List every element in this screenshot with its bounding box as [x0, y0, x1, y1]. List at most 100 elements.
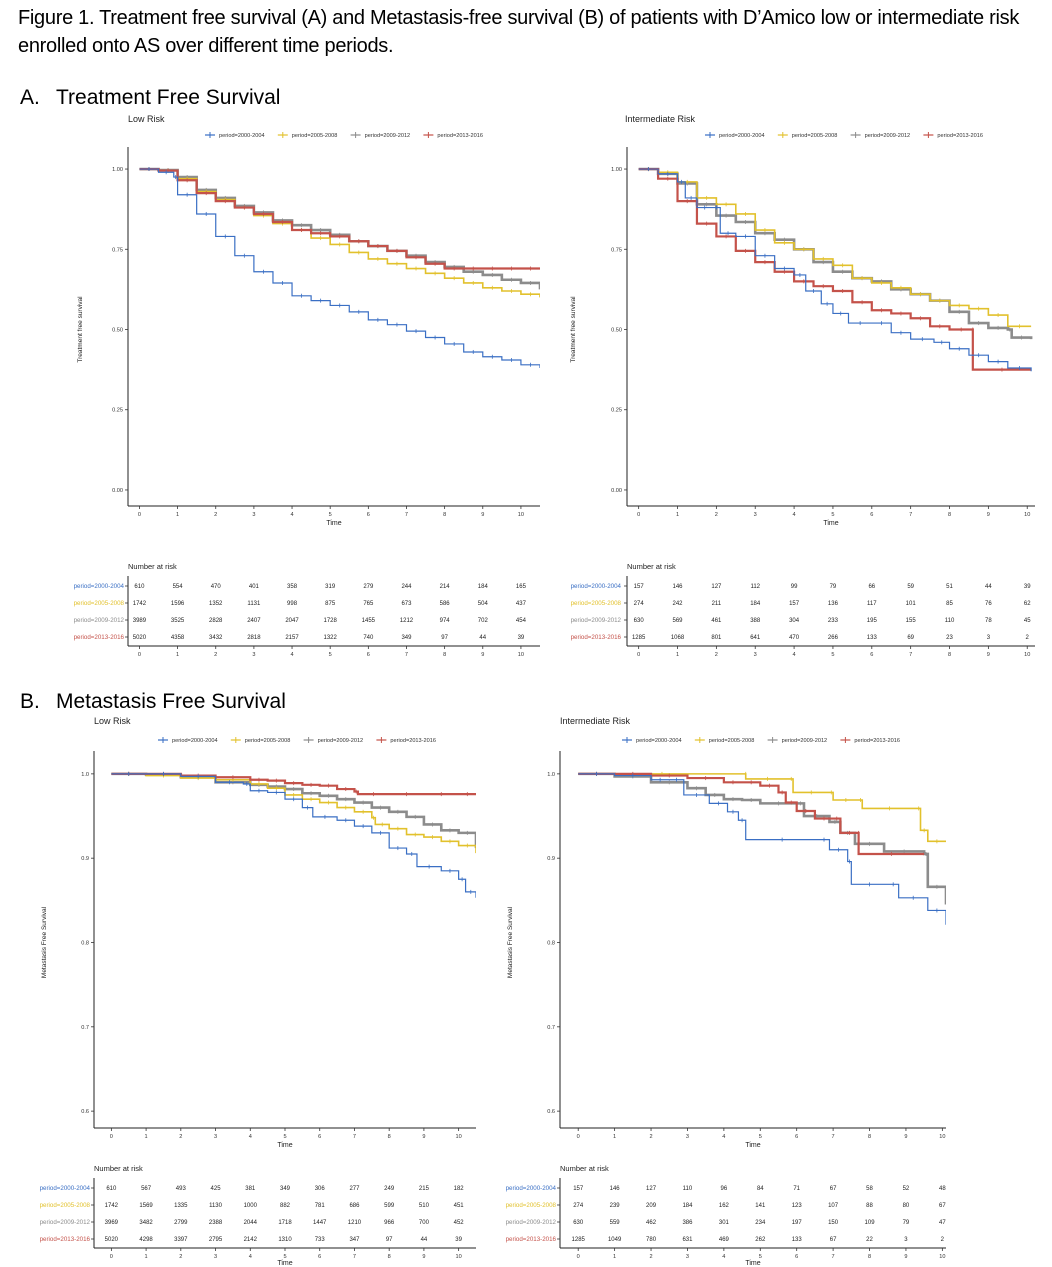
risk-cell: 67: [830, 1237, 837, 1243]
risk-cell: 1335: [174, 1203, 188, 1209]
risk-cell: 233: [828, 618, 839, 624]
risk-cell: 214: [440, 584, 451, 590]
risk-cell: 425: [211, 1186, 222, 1192]
legend-item: period=2000-2004: [158, 737, 218, 744]
risk-x-tick-label: 8: [868, 1254, 871, 1260]
risk-cell: 58: [866, 1186, 873, 1192]
y-tick-label: 0.7: [547, 1025, 555, 1031]
y-tick-label: 0.7: [81, 1025, 89, 1031]
risk-x-tick-label: 6: [318, 1254, 321, 1260]
risk-row-label: period=2013-2016: [40, 1236, 91, 1243]
risk-cell: 197: [792, 1220, 803, 1226]
y-tick-label: 0.6: [81, 1109, 89, 1115]
risk-cell: 702: [478, 618, 489, 624]
risk-cell: 99: [791, 584, 798, 590]
risk-x-tick-label: 5: [759, 1254, 762, 1260]
legend-label: period=2005-2008: [292, 133, 338, 139]
risk-cell: 277: [349, 1186, 360, 1192]
risk-cell: 2828: [209, 618, 223, 624]
risk-cell: 3969: [105, 1220, 119, 1226]
risk-cell: 461: [711, 618, 722, 624]
risk-x-tick-label: 2: [715, 652, 718, 658]
risk-cell: 2: [941, 1237, 945, 1243]
risk-x-axis-title: Time: [277, 1260, 292, 1267]
risk-cell: 1569: [139, 1203, 153, 1209]
risk-cell: 1310: [278, 1237, 292, 1243]
risk-cell: 3482: [139, 1220, 153, 1226]
legend-label: period=2005-2008: [792, 133, 838, 139]
risk-cell: 127: [711, 584, 722, 590]
risk-cell: 44: [985, 584, 992, 590]
panel-title: Intermediate Risk: [625, 114, 696, 124]
survival-curve: [578, 773, 946, 925]
risk-x-tick-label: 7: [832, 1254, 835, 1260]
risk-x-tick-label: 6: [870, 652, 873, 658]
x-tick-label: 10: [939, 1134, 945, 1140]
risk-cell: 157: [573, 1186, 584, 1192]
x-tick-label: 6: [870, 512, 873, 518]
y-tick-label: 1.00: [112, 167, 123, 173]
risk-cell: 451: [454, 1203, 465, 1209]
risk-cell: 1352: [209, 601, 223, 607]
risk-x-tick-label: 8: [948, 652, 951, 658]
x-tick-label: 9: [987, 512, 990, 518]
risk-cell: 67: [830, 1186, 837, 1192]
y-axis-title: Treatment free survival: [570, 296, 577, 363]
risk-cell: 1130: [209, 1203, 223, 1209]
risk-x-tick-label: 4: [249, 1254, 252, 1260]
risk-cell: 5020: [105, 1237, 119, 1243]
risk-x-tick-label: 3: [754, 652, 757, 658]
risk-cell: 274: [573, 1203, 584, 1209]
legend-label: period=2013-2016: [937, 133, 983, 139]
risk-cell: 801: [711, 635, 722, 641]
risk-cell: 1728: [324, 618, 338, 624]
risk-cell: 1049: [608, 1237, 622, 1243]
risk-cell: 184: [750, 601, 761, 607]
x-tick-label: 3: [686, 1134, 689, 1140]
risk-cell: 3397: [174, 1237, 188, 1243]
legend-item: period=2005-2008: [694, 737, 754, 744]
x-tick-label: 6: [367, 512, 370, 518]
legend-item: period=2005-2008: [277, 132, 338, 139]
risk-cell: 700: [419, 1220, 430, 1226]
x-tick-label: 2: [649, 1134, 652, 1140]
legend-item: period=2009-2012: [303, 737, 363, 744]
risk-x-tick-label: 1: [676, 652, 679, 658]
risk-cell: 4358: [171, 635, 185, 641]
risk-cell: 740: [363, 635, 374, 641]
risk-cell: 504: [478, 601, 489, 607]
risk-x-tick-label: 0: [110, 1254, 113, 1260]
risk-cell: 781: [315, 1203, 326, 1209]
x-tick-label: 9: [481, 512, 484, 518]
x-tick-label: 0: [577, 1134, 580, 1140]
risk-cell: 3989: [133, 618, 147, 624]
survival-curve: [578, 772, 925, 856]
y-tick-label: 1.0: [547, 772, 555, 778]
risk-cell: 110: [945, 618, 955, 624]
risk-cell: 136: [828, 601, 839, 607]
km-panel-b-intermediate-risk: Intermediate Risk period=2000-2004 period=…: [506, 716, 947, 1267]
risk-x-tick-label: 1: [176, 652, 179, 658]
risk-cell: 2047: [285, 618, 299, 624]
risk-cell: 2388: [209, 1220, 223, 1226]
risk-x-tick-label: 5: [283, 1254, 286, 1260]
y-tick-label: 0.50: [112, 328, 123, 334]
risk-x-tick-label: 7: [909, 652, 912, 658]
risk-cell: 1455: [362, 618, 376, 624]
risk-cell: 69: [907, 635, 914, 641]
risk-row-label: period=2005-2008: [571, 600, 622, 607]
risk-cell: 123: [792, 1203, 803, 1209]
y-tick-label: 0.25: [112, 408, 123, 414]
risk-cell: 630: [573, 1220, 584, 1226]
risk-x-tick-label: 2: [179, 1254, 182, 1260]
risk-x-tick-label: 7: [405, 652, 408, 658]
risk-cell: 133: [867, 635, 878, 641]
risk-cell: 1285: [572, 1237, 586, 1243]
x-axis-title: Time: [745, 1142, 760, 1149]
risk-cell: 97: [441, 635, 448, 641]
risk-x-axis-title: Time: [745, 1260, 760, 1267]
risk-x-tick-label: 10: [939, 1254, 945, 1260]
risk-cell: 184: [682, 1203, 693, 1209]
figure-caption: Figure 1. Treatment free survival (A) an…: [18, 7, 1020, 57]
y-tick-label: 0.50: [611, 328, 622, 334]
